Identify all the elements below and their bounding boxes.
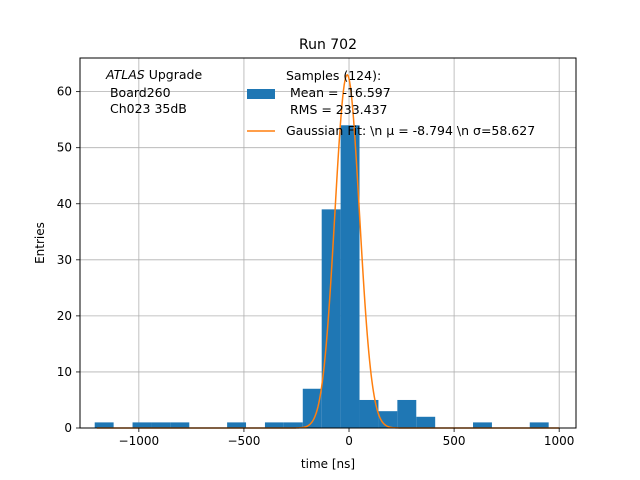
histogram-bar: [302, 388, 322, 428]
legend-gaussian-label: Gaussian Fit: \n μ = -8.794 \n σ=58.627: [286, 123, 535, 138]
x-tick-label: −1000: [119, 434, 160, 448]
plot-frame: [79, 57, 577, 429]
annotation-upgrade: Upgrade: [145, 67, 203, 82]
histogram-bar: [397, 399, 417, 428]
y-tick-label: 40: [57, 197, 72, 211]
legend-mean-label: Mean = -16.597: [286, 85, 391, 100]
x-axis-ticks: −1000 −500 0 500 1000: [119, 428, 575, 448]
histogram-bar: [340, 125, 360, 428]
x-axis-label: time [ns]: [301, 457, 355, 471]
annotation-board: Board260: [106, 85, 171, 100]
y-tick-label: 50: [57, 141, 72, 155]
annotation-channel: Ch023 35dB: [106, 101, 187, 116]
histogram-bar: [473, 422, 492, 428]
y-tick-label: 60: [57, 85, 72, 99]
legend-bar-swatch: [247, 89, 275, 99]
legend-samples-label: Samples (124):: [286, 68, 381, 83]
histogram-bar: [264, 422, 284, 428]
x-tick-label: 0: [345, 434, 353, 448]
histogram-bar: [321, 209, 341, 428]
histogram-bar: [151, 422, 171, 428]
histogram-bar: [416, 416, 436, 428]
x-tick-label: 500: [443, 434, 466, 448]
y-axis-label: Entries: [33, 222, 47, 264]
y-axis-ticks: 0 10 20 30 40 50 60: [57, 85, 80, 435]
atlas-annotation: ATLAS Upgrade Board260 Ch023 35dB: [105, 67, 202, 116]
legend-rms-label: RMS = 233.437: [286, 102, 388, 117]
histogram-bar: [94, 422, 114, 428]
histogram-bar: [283, 422, 303, 428]
x-tick-label: −500: [227, 434, 260, 448]
y-tick-label: 20: [57, 309, 72, 323]
y-tick-label: 30: [57, 253, 72, 267]
histogram-bar: [529, 422, 549, 428]
svg-text:ATLAS Upgrade: ATLAS Upgrade: [105, 67, 202, 82]
y-tick-label: 10: [57, 365, 72, 379]
histogram-bar: [170, 422, 190, 428]
chart-title: Run 702: [299, 37, 357, 53]
x-tick-label: 1000: [544, 434, 575, 448]
annotation-atlas: ATLAS: [105, 67, 145, 82]
legend: Samples (124): Mean = -16.597 RMS = 233.…: [247, 68, 535, 138]
histogram-bar: [359, 399, 379, 428]
y-tick-label: 0: [64, 421, 72, 435]
histogram-bars: [94, 125, 549, 428]
histogram-bar: [132, 422, 152, 428]
histogram-bar: [227, 422, 247, 428]
